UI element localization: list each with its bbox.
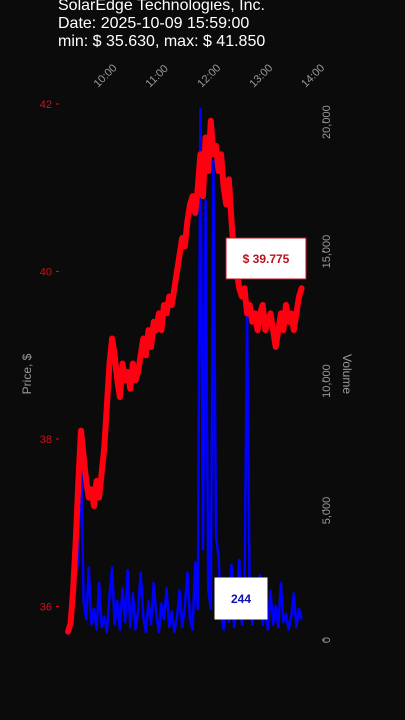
y-tick-label: 36 [40,602,52,614]
volume-series-line [66,107,303,636]
y2-tick-label: 20,000 [321,105,333,139]
x-tick-label: 10:00 [92,62,120,90]
volume-axis-title: Volume [340,354,354,394]
price-series-line [65,117,305,635]
y-tick-label: 42 [40,99,52,111]
last-price-label: $ 39.775 [243,252,290,266]
x-tick-label: 12:00 [195,62,223,90]
last-price-box: $ 39.775 [225,237,307,280]
y2-tick-label: 5,000 [321,497,333,525]
date-line: Date: 2025-10-09 15:59:00 [58,15,250,32]
price-axis: 36 38 40 42 [40,99,59,614]
y-tick-label: 40 [40,267,52,279]
last-volume-label: 244 [231,592,251,606]
company-title: SolarEdge Technologies, Inc. [58,0,265,14]
x-tick-label: 14:00 [299,62,327,90]
time-axis: 10:00 11:00 12:00 13:00 14:00 [92,62,328,90]
y-tick-label: 38 [40,434,52,446]
price-range-line: min: $ 35.630, max: $ 41.850 [58,33,266,50]
price-layer [65,117,305,635]
volume-axis: 0 5,000 10,000 15,000 20,000 [321,105,333,643]
last-volume-box: 244 [214,577,268,620]
y2-tick-label: 0 [321,637,333,643]
x-tick-label: 11:00 [144,63,171,90]
y2-tick-label: 10,000 [321,364,333,398]
price-axis-title: Price, $ [20,353,34,394]
chart-header: SolarEdge Technologies, Inc. Date: 2025-… [58,0,265,51]
x-tick-label: 13:00 [247,62,275,90]
volume-layer [66,107,303,636]
y2-tick-label: 15,000 [321,235,333,269]
